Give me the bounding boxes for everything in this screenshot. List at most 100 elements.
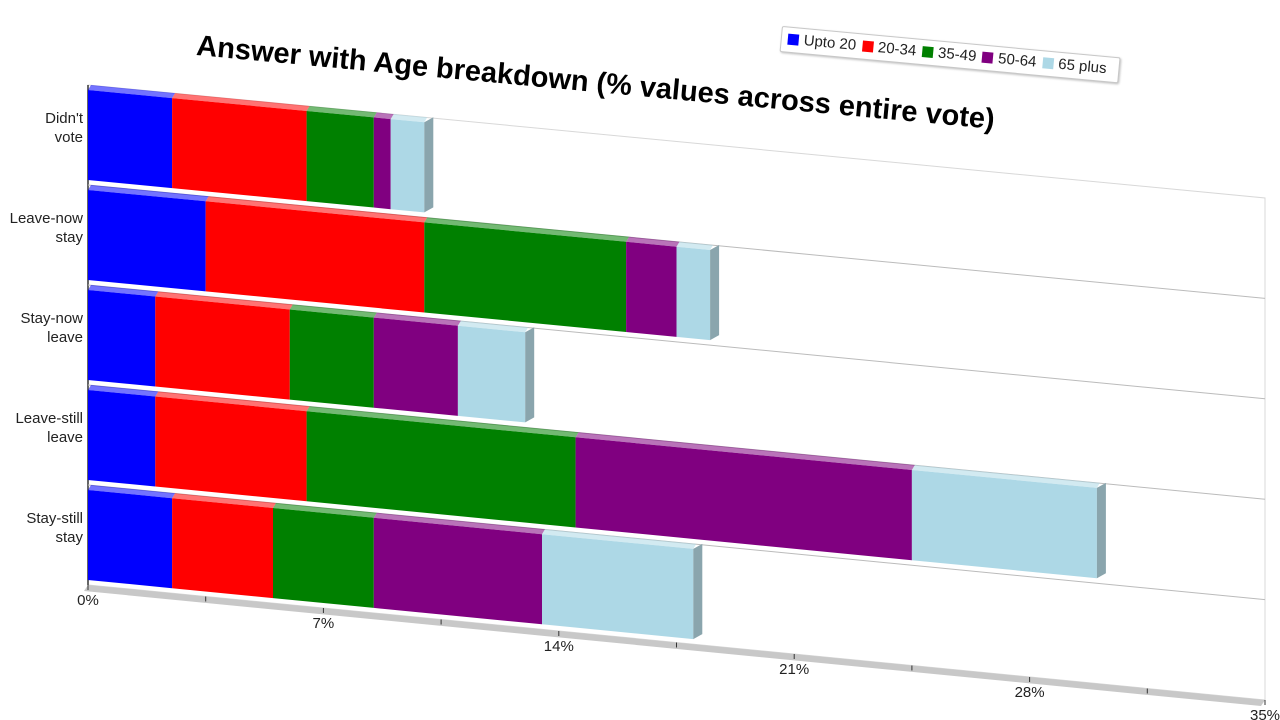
bar-top-face — [155, 391, 310, 412]
bar-top-face — [424, 217, 630, 242]
bar-face — [88, 490, 173, 589]
bar-stay-now-leave-35-49 — [289, 304, 377, 408]
bar-face — [273, 508, 374, 608]
bar-leave-now-stay-65-plus — [676, 241, 714, 341]
plot-area — [84, 84, 1266, 706]
bar-didn-t-vote-20-34 — [172, 93, 310, 202]
bar-top-face — [306, 406, 579, 438]
category-label-leave-still-leave: Leave-still leave — [15, 410, 83, 446]
bar-face — [457, 325, 526, 423]
category-label-didn-t-vote: Didn't vote — [45, 110, 84, 146]
bar-top-face — [911, 465, 1100, 488]
bar-face — [911, 470, 1097, 579]
category-label-leave-now-stay: Leave-now stay — [10, 210, 84, 246]
bar-face — [205, 201, 425, 313]
bar-top-face — [88, 385, 159, 397]
bar-top-face — [676, 241, 714, 250]
bar-top-face — [88, 485, 176, 499]
bar-face — [155, 296, 290, 400]
bar-face — [373, 317, 458, 416]
bar-face — [289, 309, 374, 408]
bar-top-face — [373, 512, 545, 535]
bar-face — [373, 517, 542, 625]
bar-didn-t-vote-upto-20 — [88, 85, 176, 189]
bar-leave-still-leave-50-64 — [575, 432, 915, 561]
bar-stay-still-stay-65-plus — [542, 529, 697, 640]
category-label-line: Didn't — [45, 110, 84, 127]
category-label-line: Leave-now — [10, 210, 84, 227]
bar-face — [306, 411, 576, 528]
bar-top-face — [155, 291, 293, 310]
bar-face — [88, 390, 156, 487]
x-tick-label: 0% — [77, 592, 99, 609]
x-tick-label: 35% — [1250, 707, 1280, 720]
x-tick-label: 7% — [313, 615, 335, 632]
bar-face — [542, 534, 694, 640]
bar-face — [88, 90, 173, 189]
bar-end-cap — [424, 117, 434, 213]
bar-top-face — [626, 236, 680, 247]
bar-end-cap — [1096, 482, 1106, 579]
bar-face — [373, 117, 391, 210]
category-label-line: leave — [47, 429, 83, 446]
category-label-line: Leave-still — [15, 410, 83, 427]
bar-stay-now-leave-20-34 — [155, 291, 293, 400]
bar-top-face — [172, 93, 310, 111]
bar-top-face — [88, 85, 176, 99]
category-label-stay-now-leave: Stay-now leave — [20, 310, 83, 346]
category-label-line: vote — [55, 129, 83, 146]
bar-top-face — [306, 106, 377, 118]
bar-stay-now-leave-65-plus — [457, 320, 529, 423]
x-tick-label: 21% — [779, 661, 809, 678]
bar-stay-now-leave-50-64 — [373, 312, 461, 416]
bar-face — [626, 241, 677, 337]
bar-leave-still-leave-65-plus — [911, 465, 1100, 579]
bar-face — [155, 396, 307, 502]
bar-stay-still-stay-upto-20 — [88, 485, 176, 589]
x-tick-label: 28% — [1015, 684, 1045, 701]
category-label-line: stay — [55, 229, 83, 246]
bar-face — [676, 246, 711, 341]
bar-top-face — [457, 320, 529, 333]
bar-top-face — [390, 114, 428, 123]
plot-floor — [84, 585, 1265, 706]
bar-top-face — [289, 304, 377, 318]
bar-stay-now-leave-upto-20 — [88, 285, 159, 387]
x-axis: 0% 7% 14% 21% 28% 35% — [77, 585, 1280, 720]
bar-end-cap — [710, 245, 720, 341]
bar-top-face — [373, 312, 461, 326]
bar-stay-still-stay-20-34 — [172, 493, 276, 599]
bar-top-face — [88, 285, 159, 297]
bar-face — [390, 119, 425, 213]
bar-end-cap — [693, 543, 703, 640]
bar-face — [88, 190, 206, 292]
bar-face — [575, 437, 912, 561]
bar-stay-still-stay-50-64 — [373, 512, 545, 625]
bar-top-face — [88, 185, 209, 202]
bar-didn-t-vote-35-49 — [306, 106, 377, 208]
bar-top-face — [575, 432, 915, 470]
bar-leave-now-stay-20-34 — [205, 196, 428, 313]
category-label-line: Stay-still — [26, 510, 83, 527]
bar-top-face — [373, 112, 394, 120]
bar-leave-still-leave-upto-20 — [88, 385, 159, 487]
bar-face — [88, 290, 156, 387]
bar-face — [172, 98, 307, 202]
bar-didn-t-vote-50-64 — [373, 112, 394, 210]
bar-leave-now-stay-50-64 — [626, 236, 680, 337]
category-label-stay-still-stay: Stay-still stay — [26, 510, 83, 546]
bar-leave-still-leave-35-49 — [306, 406, 579, 528]
bar-top-face — [542, 529, 697, 549]
bar-leave-still-leave-20-34 — [155, 391, 310, 502]
bar-end-cap — [525, 327, 535, 423]
bar-face — [306, 111, 374, 208]
bar-face — [172, 498, 273, 599]
category-label-line: Stay-now — [20, 310, 83, 327]
bar-top-face — [273, 503, 377, 518]
bar-leave-now-stay-upto-20 — [88, 185, 209, 292]
bar-top-face — [205, 196, 428, 223]
x-tick-label: 14% — [544, 638, 574, 655]
category-label-line: stay — [55, 529, 83, 546]
